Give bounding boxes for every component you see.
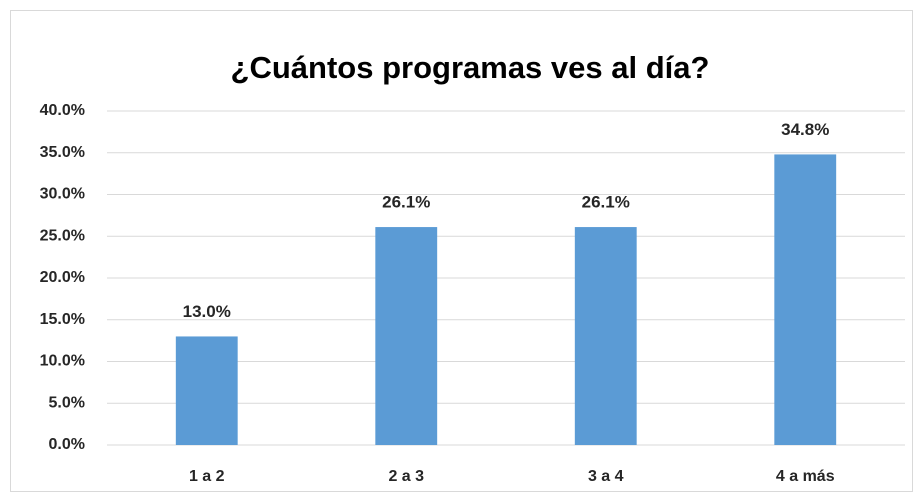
y-tick-label: 35.0% — [40, 144, 85, 161]
y-tick-label: 0.0% — [49, 436, 85, 453]
bar — [175, 336, 238, 445]
bar — [774, 154, 837, 446]
data-label: 26.1% — [382, 193, 430, 212]
data-label: 34.8% — [781, 120, 829, 139]
x-tick-label: 4 a más — [776, 468, 835, 485]
x-tick-label: 3 a 4 — [588, 468, 624, 485]
chart-border — [10, 10, 913, 492]
data-label: 13.0% — [183, 302, 231, 321]
y-tick-label: 15.0% — [40, 311, 85, 328]
chart-title: ¿Cuántos programas ves al día? — [231, 50, 710, 85]
x-tick-label: 1 a 2 — [189, 468, 225, 485]
data-label: 26.1% — [582, 193, 630, 212]
y-tick-label: 20.0% — [40, 269, 85, 286]
y-tick-label: 30.0% — [40, 186, 85, 203]
y-tick-label: 40.0% — [40, 102, 85, 119]
x-tick-label: 2 a 3 — [388, 468, 424, 485]
y-tick-label: 25.0% — [40, 227, 85, 244]
bar — [574, 227, 637, 445]
y-tick-label: 10.0% — [40, 353, 85, 370]
y-tick-label: 5.0% — [49, 394, 85, 411]
bar — [375, 227, 438, 445]
